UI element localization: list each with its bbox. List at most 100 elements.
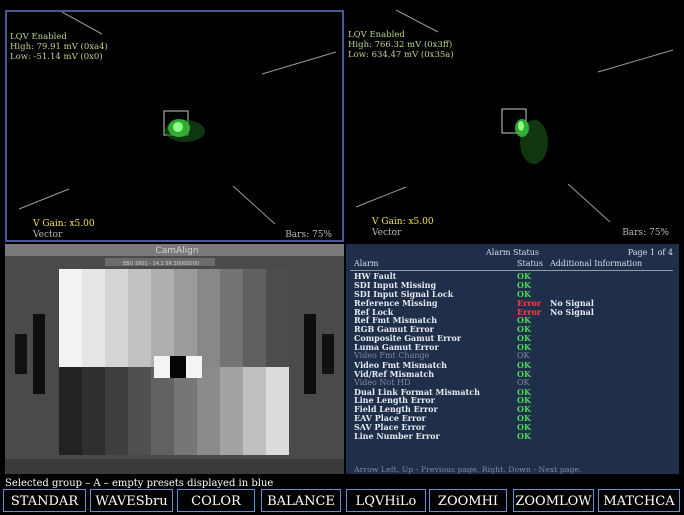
scope-mode-label: Vector bbox=[33, 230, 63, 240]
alarm-status: OK bbox=[517, 351, 530, 361]
alarm-footer-hint: Arrow Left, Up - Previous page, Right, D… bbox=[354, 465, 582, 474]
greyscale-step bbox=[174, 367, 197, 455]
alarm-row: Video Fmt Change OK bbox=[354, 351, 673, 361]
greyscale-step bbox=[105, 269, 128, 367]
alarm-row: HW Fault OK bbox=[354, 272, 673, 281]
alarm-status: OK bbox=[517, 288, 531, 299]
alarm-name: SDI Input Signal Lock bbox=[354, 288, 454, 299]
alarm-rows: HW Fault OK SDI Input Missing OK SDI Input S… bbox=[354, 272, 673, 441]
alarm-status: OK bbox=[517, 279, 531, 290]
chart-title: CamAlign bbox=[155, 246, 198, 256]
v-gain-label: V Gain: x5.00 bbox=[372, 217, 434, 227]
alarm-name: Line Number Error bbox=[354, 431, 440, 442]
alarm-status-panel[interactable]: Alarm Status Page 1 of 4 Alarm Status Ad… bbox=[346, 244, 679, 474]
alarm-row: Ref Lock Error No Signal bbox=[354, 306, 673, 317]
alarm-info: No Signal bbox=[550, 306, 594, 317]
greyscale-step bbox=[243, 367, 266, 455]
greyscale-step bbox=[128, 367, 151, 455]
alarm-status: OK bbox=[517, 377, 530, 387]
greyscale-step bbox=[59, 269, 82, 367]
lqv-status: LQV Enabled bbox=[10, 32, 67, 42]
alarm-name: Field Length Error bbox=[354, 404, 438, 415]
alarm-row: SAV Place Error OK bbox=[354, 423, 673, 432]
preset-button-1[interactable]: STANDAR bbox=[3, 489, 86, 512]
lqv-status: LQV Enabled bbox=[348, 30, 405, 40]
alarm-status: OK bbox=[517, 271, 531, 281]
preset-button-7[interactable]: ZOOMLOW bbox=[513, 489, 594, 512]
alarm-name: Ref Fmt Mismatch bbox=[354, 315, 438, 326]
greyscale-step bbox=[197, 269, 220, 367]
alarm-status: OK bbox=[517, 342, 531, 353]
alarm-name: Video Not HD bbox=[354, 377, 411, 387]
alarm-name: Video Fmt Mismatch bbox=[354, 359, 447, 370]
lqv-high: High: 79.91 mV (0xa4) bbox=[10, 42, 108, 52]
alarm-row: Field Length Error OK bbox=[354, 405, 673, 414]
alarm-name: HW Fault bbox=[354, 271, 397, 281]
alarm-name: Vid/Ref Mismatch bbox=[354, 368, 435, 379]
greyscale-step bbox=[151, 367, 174, 455]
chart-subtitle: EBU 1801 - 14.1 SR 30000000 bbox=[123, 261, 199, 267]
greyscale-step bbox=[174, 269, 197, 367]
alarm-status: OK bbox=[517, 359, 531, 370]
preset-button-3[interactable]: COLOR bbox=[177, 489, 255, 512]
alarm-name: RGB Gamut Error bbox=[354, 324, 434, 335]
alarm-row: Reference Missing Error No Signal bbox=[354, 297, 673, 308]
greyscale-step bbox=[220, 269, 243, 367]
alarm-status: OK bbox=[517, 413, 531, 424]
picture-monitor[interactable]: CamAlign EBU 1801 - 14.1 SR 30000000 bbox=[5, 244, 344, 474]
alarm-status: OK bbox=[517, 386, 531, 397]
alarm-row: Dual Link Format Mismatch OK bbox=[354, 386, 673, 397]
alarm-row: Luma Gamut Error OK bbox=[354, 343, 673, 352]
alarm-name: SAV Place Error bbox=[354, 422, 426, 433]
scope-readout: LQV Enabled High: 79.91 mV (0xa4) Low: -… bbox=[10, 32, 108, 62]
preset-bar: STANDAR WAVESbru COLOR BALANCE LQVHiLo Z… bbox=[0, 489, 684, 515]
greyscale-step bbox=[266, 367, 289, 455]
alarm-status: OK bbox=[517, 333, 531, 344]
alarm-name: Line Length Error bbox=[354, 395, 435, 406]
greyscale-step bbox=[105, 367, 128, 455]
greyscale-step bbox=[128, 269, 151, 367]
preset-button-2[interactable]: WAVESbru bbox=[90, 489, 173, 512]
alarm-info: No Signal bbox=[550, 297, 594, 308]
preset-button-6[interactable]: ZOOMHI bbox=[429, 489, 507, 512]
greyscale-step bbox=[151, 269, 174, 367]
greyscale-step bbox=[82, 367, 105, 455]
vectorscope-left-graticule bbox=[18, 12, 337, 225]
alarm-row: Line Number Error OK bbox=[354, 432, 673, 441]
greyscale-step bbox=[243, 269, 266, 367]
bars-label: Bars: 75% bbox=[622, 228, 669, 238]
alarm-row: Line Length Error OK bbox=[354, 396, 673, 405]
alarm-name: Composite Gamut Error bbox=[354, 333, 462, 344]
alarm-name: Dual Link Format Mismatch bbox=[354, 386, 480, 397]
lqv-high: High: 766.32 mV (0x3ff) bbox=[348, 40, 453, 50]
col-alarm-header: Alarm bbox=[354, 259, 379, 268]
vectorscope-right-graticule bbox=[355, 10, 674, 223]
greyscale-step bbox=[197, 367, 220, 455]
camera-test-chart: CamAlign EBU 1801 - 14.1 SR 30000000 bbox=[5, 244, 344, 474]
alarm-table-header: Alarm Status Additional Information bbox=[350, 259, 673, 271]
alarm-page-indicator: Page 1 of 4 bbox=[627, 248, 673, 257]
alarm-name: Ref Lock bbox=[354, 306, 394, 317]
alarm-row: Video Not HD OK bbox=[354, 377, 673, 388]
preset-button-4[interactable]: BALANCE bbox=[261, 489, 341, 512]
greyscale-step bbox=[220, 367, 243, 455]
greyscale-step bbox=[266, 269, 289, 367]
greyscale-step bbox=[59, 367, 82, 455]
col-info-header: Additional Information bbox=[550, 259, 643, 268]
vectorscope-right[interactable]: LQV Enabled High: 766.32 mV (0x3ff) Low:… bbox=[346, 10, 679, 242]
alarm-status: OK bbox=[517, 395, 531, 406]
bars-label: Bars: 75% bbox=[285, 230, 332, 240]
alarm-status: OK bbox=[517, 368, 531, 379]
vectorscope-left[interactable]: LQV Enabled High: 79.91 mV (0xa4) Low: -… bbox=[5, 10, 344, 242]
alarm-status: Error bbox=[517, 306, 542, 317]
alarm-name: Video Fmt Change bbox=[354, 351, 430, 361]
alarm-panel-title: Alarm Status bbox=[486, 248, 539, 257]
alarm-name: EAV Place Error bbox=[354, 413, 426, 424]
preset-button-5[interactable]: LQVHiLo bbox=[346, 489, 426, 512]
greyscale-upper bbox=[59, 269, 289, 367]
alarm-row: SDI Input Signal Lock OK bbox=[354, 288, 673, 299]
alarm-row: Ref Fmt Mismatch OK bbox=[354, 316, 673, 325]
alarm-status: OK bbox=[517, 315, 531, 326]
alarm-row: Composite Gamut Error OK bbox=[354, 334, 673, 343]
preset-button-8[interactable]: MATCHCA bbox=[598, 489, 680, 512]
